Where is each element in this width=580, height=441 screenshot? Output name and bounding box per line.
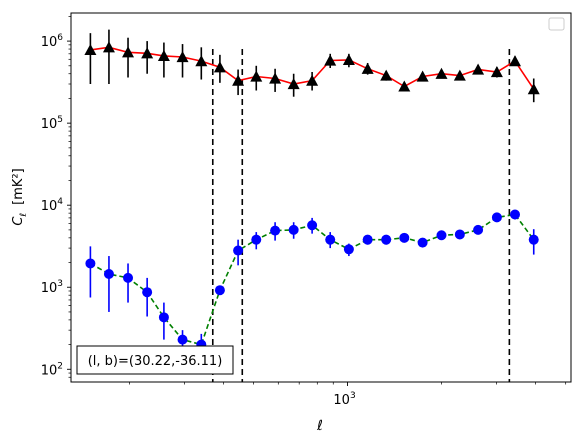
legend-box (548, 17, 565, 31)
vertical-reference-lines (211, 49, 511, 382)
data-point (380, 69, 393, 81)
data-point (270, 225, 281, 236)
series-triangles (84, 29, 540, 103)
y-tick-label: 102 (41, 361, 63, 378)
data-point (416, 70, 429, 82)
data-point (528, 234, 539, 245)
series-circles (85, 209, 539, 360)
data-point (195, 55, 208, 67)
y-tick-label: 105 (41, 115, 63, 132)
y-axis-label: Cℓ [mK²] (11, 168, 29, 225)
data-point (157, 49, 170, 62)
data-point (342, 53, 355, 65)
data-point (250, 70, 263, 82)
data-point (473, 224, 484, 235)
data-point (454, 229, 465, 240)
data-point (307, 220, 318, 231)
data-point (490, 66, 503, 78)
data-point (508, 55, 521, 67)
data-point (103, 269, 114, 280)
data-point (176, 50, 189, 63)
data-point (343, 244, 354, 255)
x-tick-label: 103 (333, 391, 355, 408)
data-point (213, 61, 226, 73)
data-point (288, 224, 299, 235)
data-point (102, 41, 115, 53)
tick-labels: 102 103 104 105 106 103 (41, 33, 356, 408)
data-point (399, 232, 410, 243)
data-point (417, 237, 428, 248)
data-point (436, 230, 447, 241)
major-ticks (67, 40, 348, 386)
data-point (177, 334, 188, 345)
data-point (306, 74, 319, 86)
y-axis-label-sub: ℓ (19, 213, 29, 218)
data-point (84, 43, 97, 56)
data-point (509, 209, 520, 220)
x-axis-label: ℓ (316, 418, 323, 434)
y-tick-label: 103 (41, 279, 63, 296)
y-tick-label: 106 (41, 33, 64, 50)
data-point (381, 234, 392, 245)
data-point (141, 47, 154, 59)
data-point (269, 72, 282, 84)
data-point (435, 67, 448, 79)
data-point (287, 77, 300, 90)
y-axis-label-main: C (11, 216, 26, 226)
annotation-box: (l, b)=(30.22,-36.11) (76, 345, 234, 375)
data-point (491, 212, 502, 223)
plot-background (71, 13, 571, 382)
data-point (122, 46, 135, 58)
series-layer (84, 29, 540, 360)
y-axis-label-unit: [mK²] (11, 168, 26, 205)
data-point (251, 234, 262, 245)
data-point (142, 287, 153, 298)
data-point (527, 83, 540, 95)
data-point (472, 63, 485, 75)
data-point (123, 272, 134, 283)
data-point (324, 54, 337, 66)
data-point (398, 80, 411, 92)
data-point (232, 74, 245, 86)
data-point (325, 234, 336, 245)
y-tick-label: 104 (41, 197, 64, 214)
data-point (85, 258, 96, 269)
data-point (158, 312, 169, 323)
data-point (453, 69, 466, 81)
plot-frame (70, 12, 572, 383)
data-point (361, 62, 374, 74)
svg-text:Cℓ[mK²]: Cℓ [mK²] (11, 168, 29, 225)
data-point (233, 245, 244, 256)
data-point (362, 234, 373, 245)
data-point (214, 285, 225, 296)
annotation-text: (l, b)=(30.22,-36.11) (88, 354, 223, 369)
